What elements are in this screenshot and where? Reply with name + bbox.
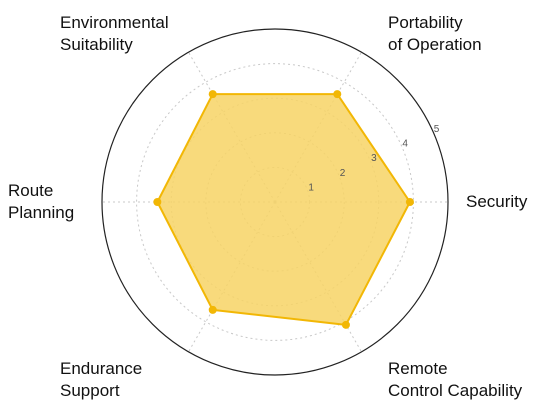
radial-tick-2: 2: [340, 168, 346, 179]
axis-label-4-line-1: Suitability: [60, 35, 133, 54]
radial-tick-5: 5: [434, 124, 440, 135]
axis-label-5-line-0: Portability: [388, 13, 463, 32]
data-point-0: [405, 198, 414, 206]
radial-tick-1: 1: [308, 182, 314, 193]
radial-ticks: 1 2 3 4 5: [308, 124, 439, 193]
axis-label-4-line-0: Environmental: [60, 13, 169, 32]
data-point-5: [333, 90, 342, 99]
data-point-1: [341, 320, 350, 329]
axis-label-3-line-1: Planning: [8, 203, 74, 222]
axis-label-5-line-1: of Operation: [388, 35, 482, 54]
data-point-4: [208, 90, 217, 99]
data-area: [156, 93, 411, 326]
axis-labels: Security Remote Control Capability Enduranc…: [8, 13, 528, 400]
axis-label-1-line-1: Control Capability: [388, 381, 523, 400]
radar-series: [153, 90, 414, 329]
axis-label-2-line-1: Support: [60, 381, 120, 400]
radial-tick-4: 4: [402, 139, 408, 150]
axis-label-2-line-0: Endurance: [60, 359, 142, 378]
data-point-2: [208, 305, 217, 314]
outer-ring: [101, 28, 449, 376]
axis-label-1-line-0: Remote: [388, 359, 448, 378]
axis-label-0-line-0: Security: [466, 192, 528, 211]
data-point-3: [153, 198, 162, 206]
radial-tick-3: 3: [371, 153, 377, 164]
axis-label-3-line-0: Route: [8, 181, 53, 200]
